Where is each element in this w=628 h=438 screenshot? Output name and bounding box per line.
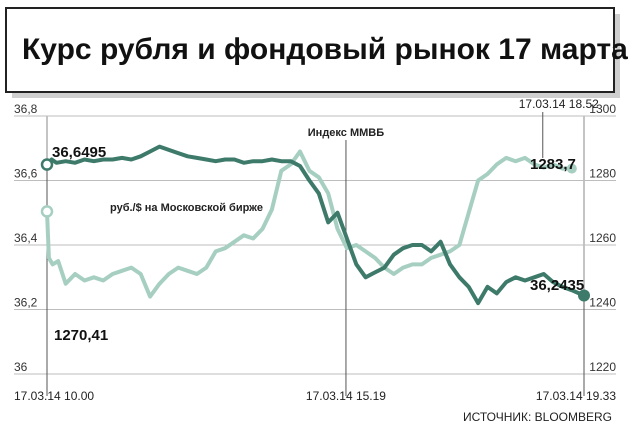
title-box	[5, 7, 615, 93]
micex-index-line	[45, 149, 574, 299]
right-tick-label: 1240	[589, 296, 616, 310]
x-label-middle: 17.03.14 15.19	[306, 389, 386, 403]
left-tick-label: 36,6	[14, 167, 38, 181]
series-layer	[40, 144, 590, 306]
grid-layer	[14, 112, 616, 396]
x-label-top: 17.03.14 18.52	[519, 97, 599, 111]
left-tick-label: 36,4	[14, 231, 38, 245]
rub-end-marker	[578, 289, 590, 302]
rub-series-annotation: руб./$ на Московской бирже	[110, 202, 263, 214]
rub-start-marker	[40, 158, 54, 171]
source-label: ИСТОЧНИК: BLOOMBERG	[463, 410, 612, 424]
rub-usd-line	[45, 144, 586, 306]
left-tick-label: 36,2	[14, 296, 38, 310]
left-tick-label: 36	[14, 360, 28, 374]
right-tick-label: 1280	[589, 167, 616, 181]
rub-start-label: 36,6495	[52, 144, 106, 161]
chart-title: Курс рубля и фондовый рынок 17 марта	[22, 33, 628, 66]
index-end-marker	[566, 163, 577, 174]
index-end-label: 1283,7	[530, 156, 576, 173]
index-start-label: 1270,41	[54, 327, 108, 344]
label-layer: 36,6495 36,2435 1270,41 1283,7 Индекс ММВБ ру…	[52, 127, 584, 344]
x-label-end: 17.03.14 19.33	[536, 389, 616, 403]
right-tick-label: 1300	[589, 102, 616, 116]
x-label-start: 17.03.14 10.00	[14, 389, 94, 403]
index-series-annotation: Индекс ММВБ	[308, 127, 384, 139]
axis-layer: 36,8 1300 36,6 1280 36,4 1260 36,2 1240 36 1220 17…	[14, 97, 616, 403]
left-tick-label: 36,8	[14, 102, 38, 116]
rub-end-label: 36,2435	[530, 277, 584, 294]
right-tick-label: 1260	[589, 231, 616, 245]
right-tick-label: 1220	[589, 360, 616, 374]
index-start-marker	[40, 205, 54, 218]
